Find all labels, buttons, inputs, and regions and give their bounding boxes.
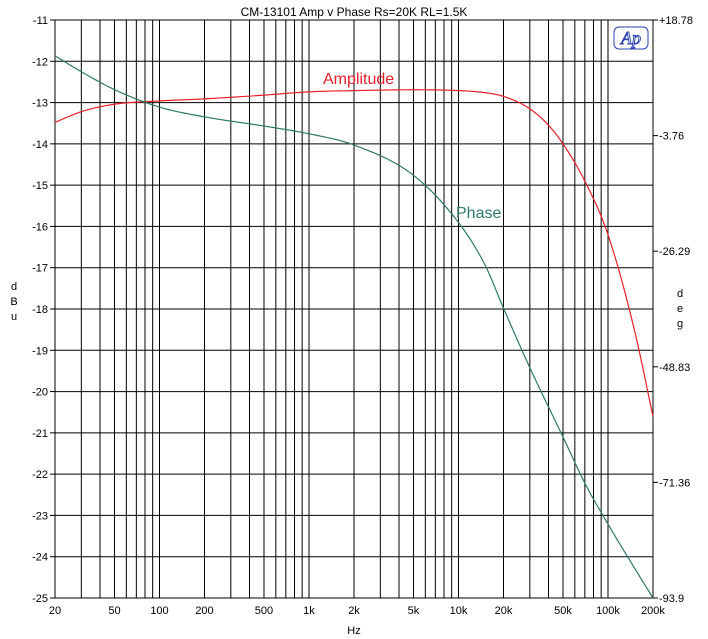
ap-logo: Ap (613, 26, 649, 50)
y-axis-label-char: B (10, 296, 17, 308)
y2-tick-label: -3.76 (659, 131, 684, 143)
x-tick-label: 20 (49, 605, 61, 617)
y-tick-label: -12 (32, 56, 48, 68)
y2-tick-label: -48.83 (659, 362, 690, 374)
y2-axis-label-char: e (677, 303, 683, 315)
y2-tick-label: -93.9 (659, 593, 684, 605)
y-tick-label: -25 (32, 593, 48, 605)
y-tick-label: -15 (32, 180, 48, 192)
x-tick-label: 200k (641, 605, 665, 617)
y-tick-label: -17 (32, 263, 48, 275)
ap-logo-text: Ap (620, 28, 641, 48)
y2-tick-label: +18.78 (659, 15, 693, 27)
y-tick-label: -21 (32, 428, 48, 440)
y2-axis-label-char: g (677, 318, 683, 330)
y-tick-label: -24 (32, 552, 48, 564)
y-axis-label-char: u (11, 311, 17, 323)
x-tick-label: 100k (596, 605, 620, 617)
y-tick-label: -20 (32, 387, 48, 399)
y-tick-label: -22 (32, 469, 48, 481)
x-tick-label: 100 (150, 605, 168, 617)
curves (54, 55, 654, 599)
y-tick-label: -16 (32, 221, 48, 233)
x-tick-label: 2k (348, 605, 360, 617)
x-tick-labels: 20 50 100 200 500 1k 2k 5k 10k 20k 50k 100k 200k (49, 605, 666, 617)
series-label-amplitude: Amplitude (323, 71, 394, 88)
y-axis-label-char: d (11, 281, 17, 293)
grid (55, 20, 653, 598)
x-tick-label: 1k (303, 605, 315, 617)
x-tick-label: 10k (450, 605, 468, 617)
x-tick-label: 200 (195, 605, 213, 617)
x-axis-label: Hz (347, 625, 360, 637)
x-tick-label: 50k (554, 605, 572, 617)
x-tick-label: 50 (108, 605, 120, 617)
y-tick-label: -14 (32, 139, 48, 151)
y-tick-label: -23 (32, 510, 48, 522)
x-tick-label: 5k (408, 605, 420, 617)
x-tick-label: 20k (495, 605, 513, 617)
series-label-phase: Phase (456, 205, 501, 222)
x-tick-label: 500 (255, 605, 273, 617)
y2-axis-label-char: d (677, 288, 683, 300)
y-tick-label: -11 (33, 15, 48, 27)
y2-axis-label: deg (677, 288, 683, 330)
y-tick-label: -18 (32, 304, 48, 316)
y2-tick-label: -71.36 (659, 477, 690, 489)
series-line-amplitude (54, 89, 654, 417)
y-tick-labels: -11 -12 -13 -14 -15 -16 -17 -18 -19 -20 -21 -22 -23 -… (32, 15, 55, 605)
y-tick-label: -19 (32, 345, 48, 357)
y-tick-label: -13 (32, 98, 48, 110)
y2-tick-label: -26.29 (659, 246, 690, 258)
chart-title: CM-13101 Amp v Phase Rs=20K RL=1.5K (241, 5, 468, 19)
series-line-phase (54, 55, 654, 599)
y-axis-label: dBu (10, 281, 17, 323)
y2-tick-labels: +18.78 -3.76 -26.29 -48.83 -71.36 -93.9 (653, 15, 693, 605)
